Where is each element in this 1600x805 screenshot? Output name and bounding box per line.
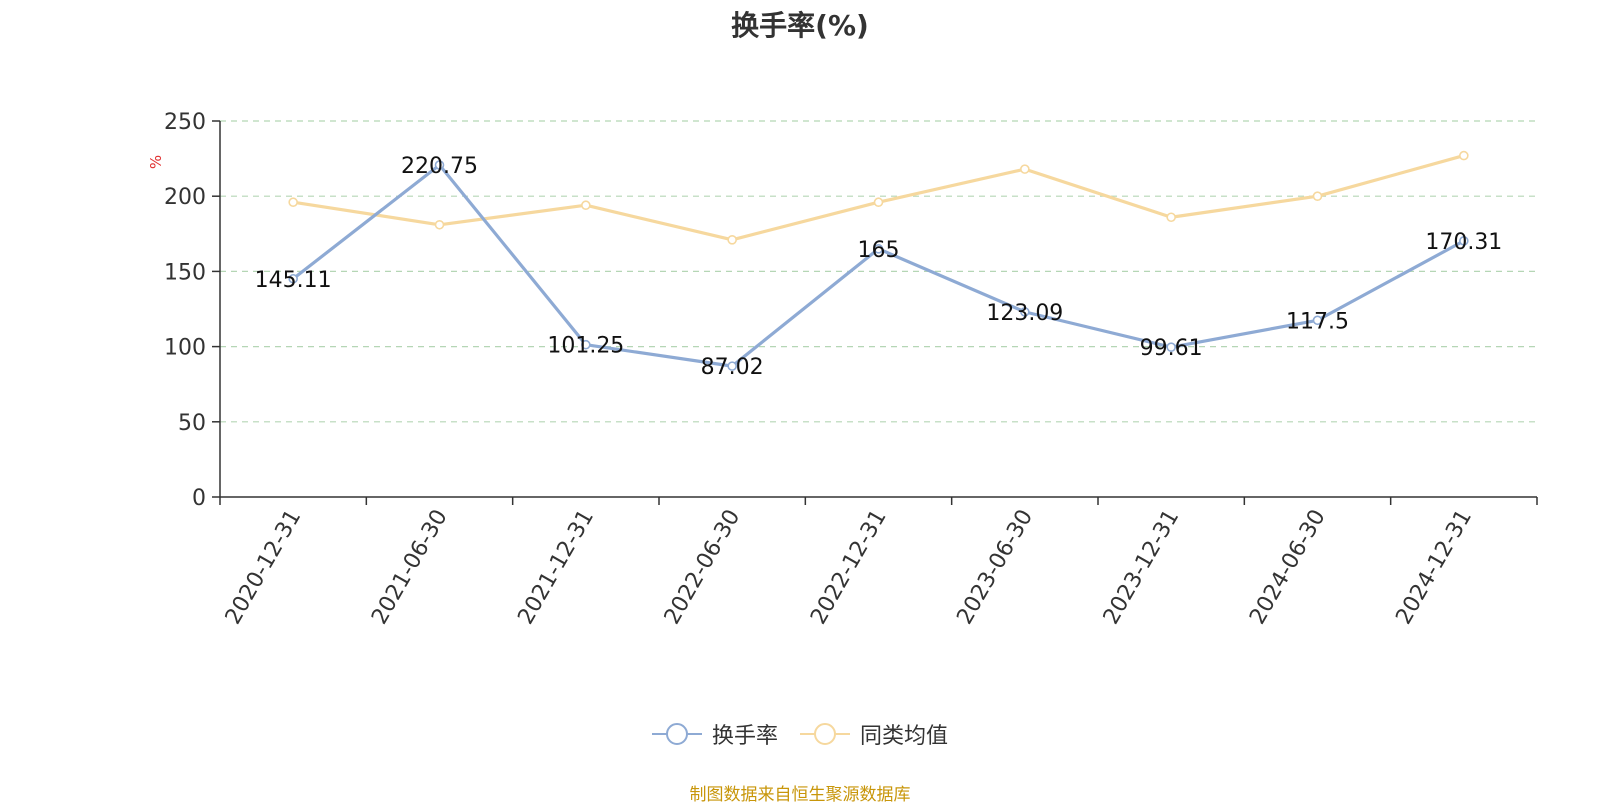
data-label: 117.5 <box>1286 309 1349 334</box>
series-point-1 <box>581 200 591 211</box>
x-tick-label: 2024-06-30 <box>1245 506 1331 629</box>
legend-item-turnover[interactable]: 换手率 <box>651 718 778 750</box>
data-label: 165 <box>858 238 900 263</box>
data-source-note: 制图数据来自恒生聚源数据库 <box>689 785 911 805</box>
data-label: 123.09 <box>986 301 1063 326</box>
x-tick-label: 2024-12-31 <box>1391 506 1477 629</box>
series-point-1 <box>434 219 445 230</box>
series-point-0 <box>727 361 737 371</box>
legend-label-turnover: 换手率 <box>711 724 778 749</box>
chart-title: 换手率(%) <box>731 9 869 42</box>
series-point-0 <box>1020 307 1030 317</box>
legend: 换手率 同类均值 <box>0 718 1600 750</box>
y-tick-label: 250 <box>164 110 206 135</box>
series-point-0 <box>1312 315 1323 326</box>
legend-marker-turnover-icon <box>651 723 702 745</box>
data-label: 170.31 <box>1425 230 1502 255</box>
y-tick-label: 150 <box>164 260 206 285</box>
series-point-0 <box>434 160 445 170</box>
legend-item-peer-average[interactable]: 同类均值 <box>800 718 948 750</box>
y-tick-label: 50 <box>178 411 206 436</box>
series-line-0 <box>292 163 1465 368</box>
y-tick-label: 0 <box>192 486 206 511</box>
x-tick-label: 2021-06-30 <box>367 506 453 629</box>
series-point-1 <box>1459 150 1469 161</box>
y-tick-label: 200 <box>164 185 206 210</box>
series-point-0 <box>1166 342 1176 352</box>
series-point-1 <box>1166 212 1176 223</box>
series-point-0 <box>288 273 298 284</box>
data-label: 87.02 <box>701 355 764 380</box>
series-point-1 <box>1020 164 1030 174</box>
y-tick-label: 100 <box>164 336 206 361</box>
x-tick-label: 2021-12-31 <box>513 506 599 629</box>
x-tick-label: 2023-12-31 <box>1099 506 1185 629</box>
data-label: 220.75 <box>401 154 478 179</box>
data-label: 99.61 <box>1140 336 1203 361</box>
legend-label-peer-average: 同类均值 <box>860 724 949 749</box>
legend-marker-peer-average-icon <box>800 723 850 745</box>
series-point-0 <box>1459 236 1469 246</box>
series-point-0 <box>873 244 884 254</box>
series-point-1 <box>873 197 884 208</box>
data-label: 145.11 <box>255 268 332 293</box>
x-tick-label: 2023-06-30 <box>952 506 1038 629</box>
x-tick-label: 2020-12-31 <box>221 506 307 629</box>
series-point-1 <box>1312 191 1323 201</box>
series-point-1 <box>288 197 298 208</box>
x-tick-label: 2022-06-30 <box>660 506 746 629</box>
series-point-0 <box>581 339 591 350</box>
series-point-1 <box>727 235 737 245</box>
data-label: 101.25 <box>547 334 624 359</box>
x-tick-label: 2022-12-31 <box>806 506 892 629</box>
y-axis-label: % <box>147 155 165 169</box>
